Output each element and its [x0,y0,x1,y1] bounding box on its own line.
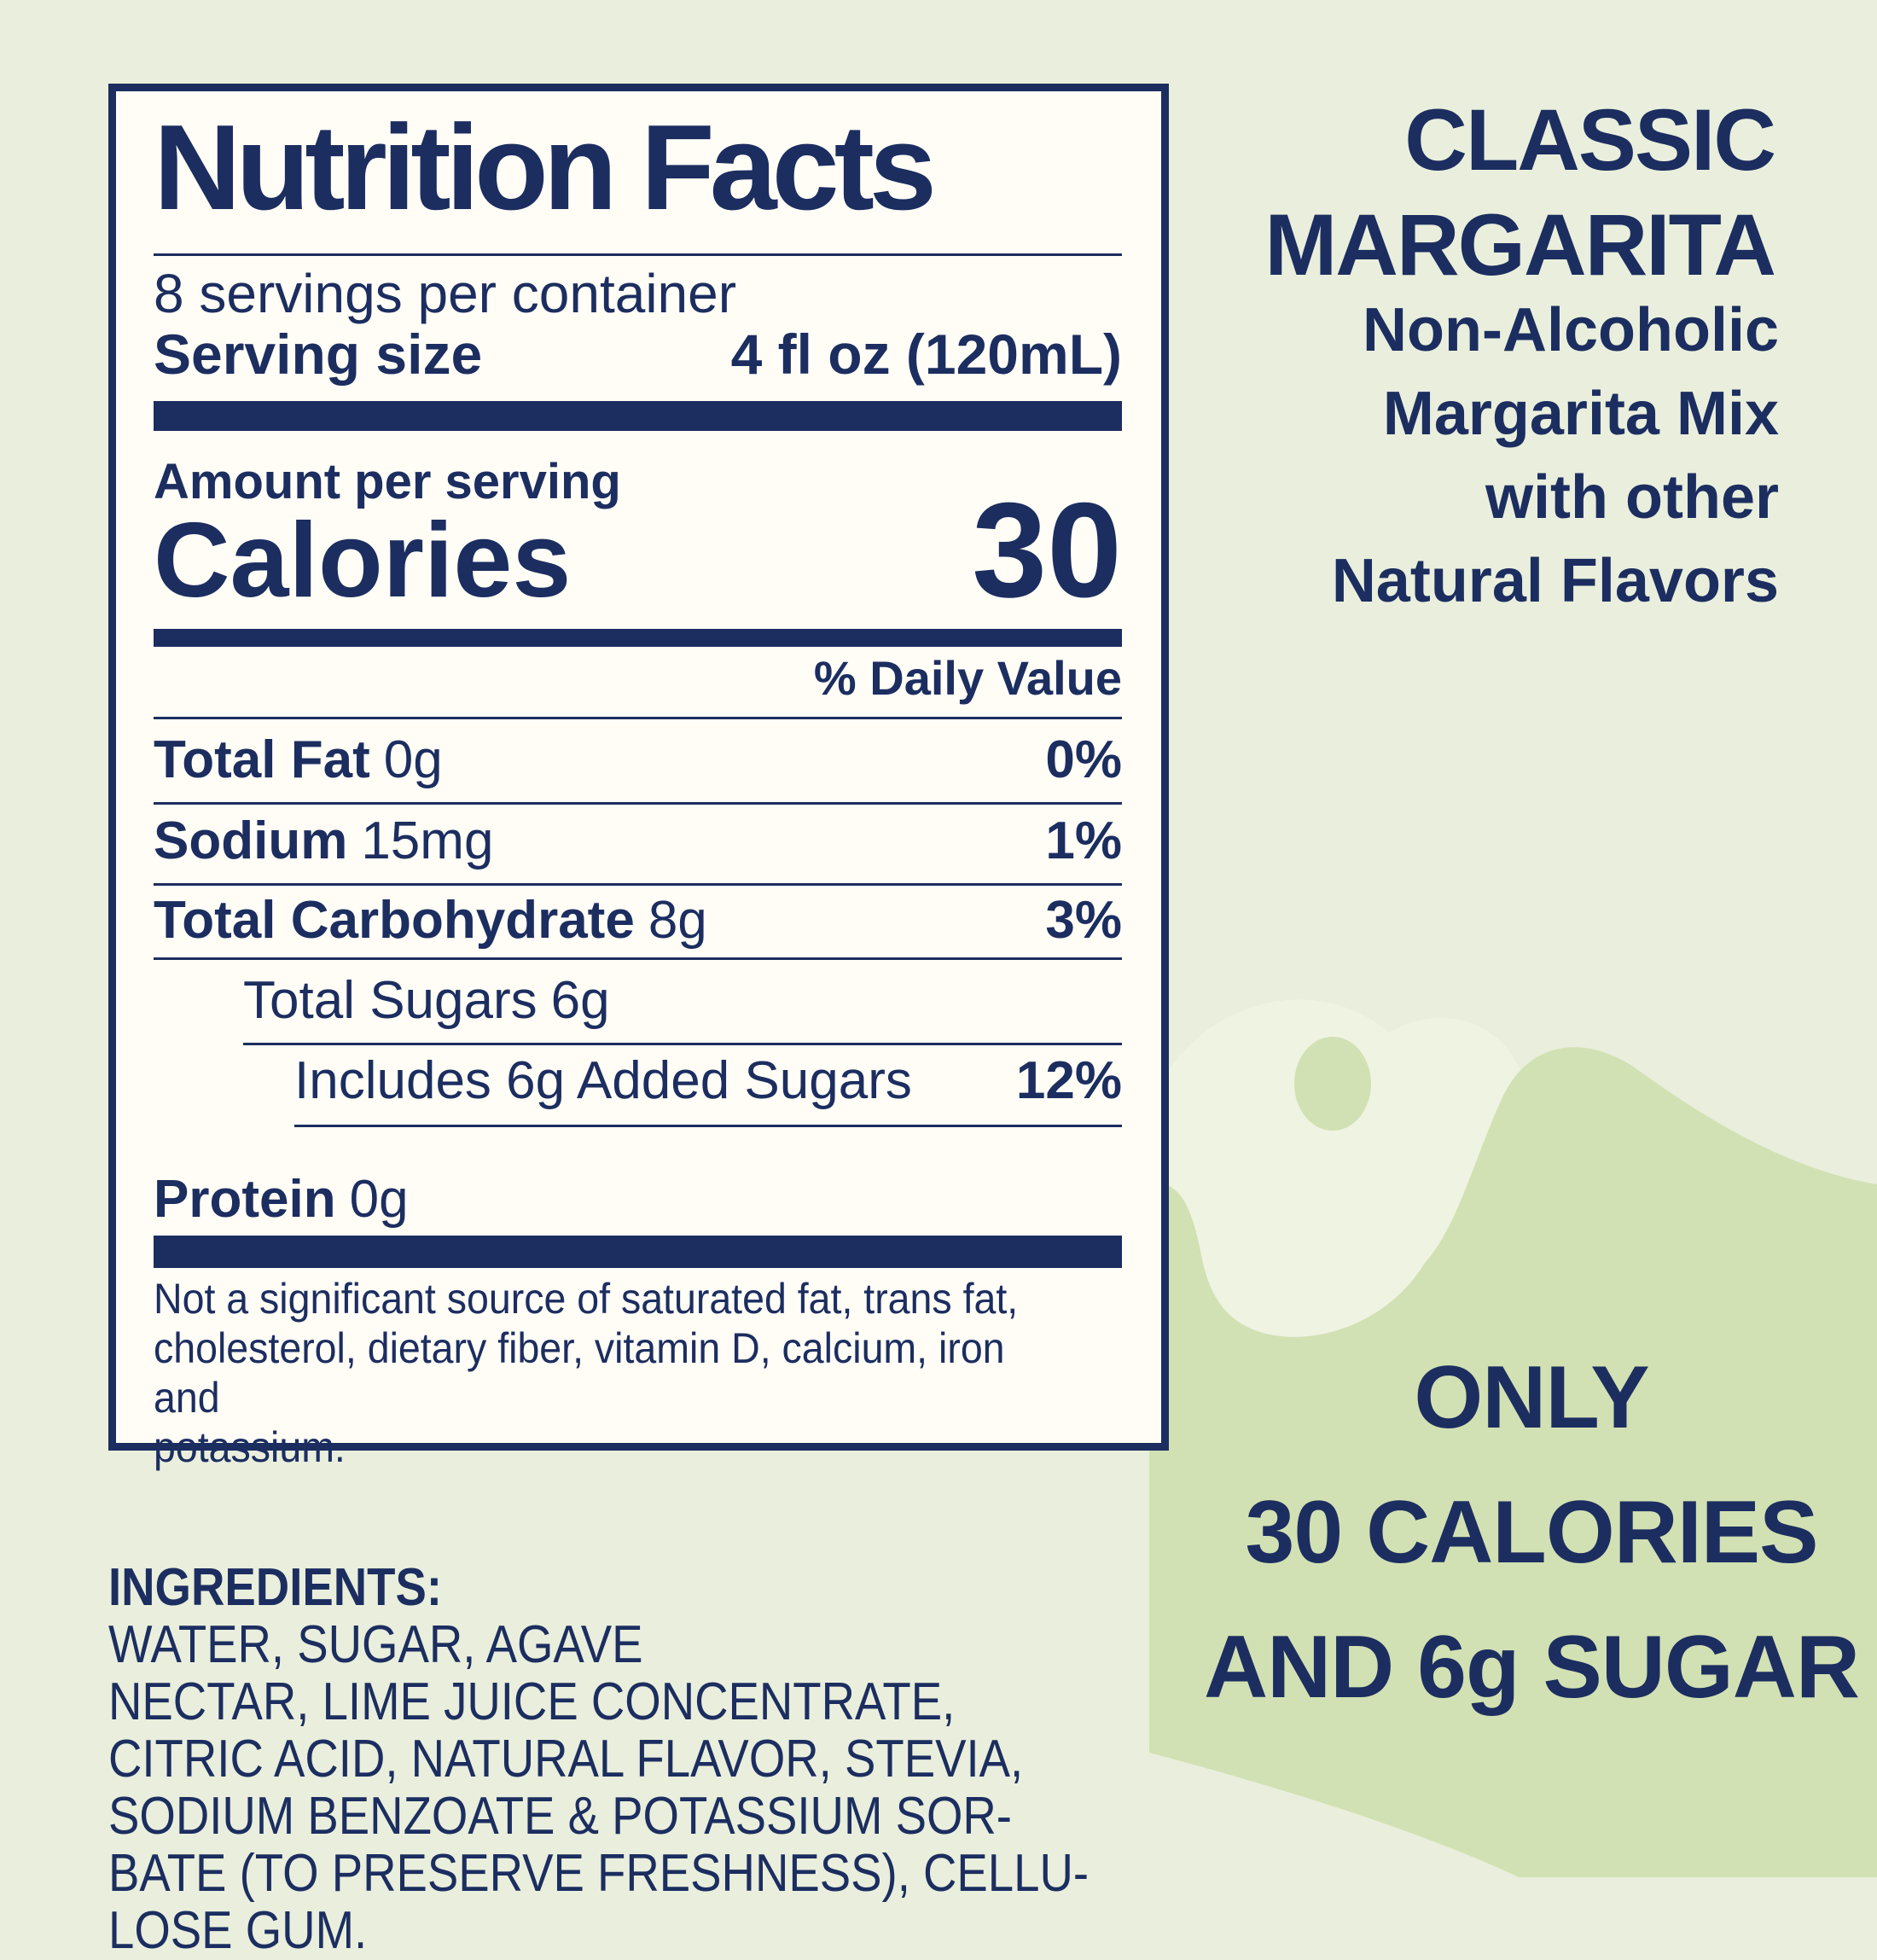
background-splash-graphic [1149,1037,1877,1877]
nutrient-name: Protein [154,1170,336,1229]
divider [294,1125,1122,1127]
claim-line: ONLY [1414,1348,1649,1447]
package-back-panel: { "theme": { "navy": "#1c2e60", "page_bg… [108,84,1877,1959]
nutrient-row-protein: Protein 0g [154,1169,1122,1230]
label-footnote: Not a significant source of saturated fa… [154,1275,1019,1471]
medium-bar [154,629,1122,647]
product-subtitle-line: Margarita Mix [1382,380,1779,448]
nutrient-amount: 0g [349,1170,409,1229]
splash-dot [1294,1037,1371,1131]
nutrient-name: Total Sugars [243,971,538,1030]
ingredients-text: WATER, SUGAR, AGAVE NECTAR, LIME JUICE C… [108,1615,1090,1960]
serving-size-value: 4 fl oz (120mL) [730,323,1122,386]
divider [154,717,1122,719]
serving-size-row: Serving size 4 fl oz (120mL) [154,322,1122,387]
nutrient-amount: 0g [383,730,443,789]
ingredients-label: INGREDIENTS: [108,1558,443,1617]
thick-bar [154,401,1122,431]
nutrient-name: Total Fat [154,730,370,789]
nutrient-row-added-sugars: Includes 6g Added Sugars 12% [294,1050,1122,1111]
thick-bar [154,1236,1122,1268]
product-subtitle-line: with other [1485,463,1779,532]
divider [154,253,1122,256]
nutrient-name: Sodium [154,811,348,870]
serving-size-label: Serving size [154,323,483,386]
nutrient-amount: 15mg [361,811,494,870]
calories-value: 30 [972,475,1122,625]
nutrient-dv: 0% [1045,730,1122,789]
nutrient-row-sodium: Sodium 15mg 1% [154,811,1122,871]
claim-line: AND 6g SUGAR [1203,1618,1860,1717]
divider [243,1043,1122,1045]
calories-row: Calories 30 [154,474,1122,628]
claim-line: 30 CALORIES [1245,1483,1819,1582]
product-subtitle: Non-Alcoholic Margarita Mix with other N… [1332,288,1779,623]
product-title-line2: MARGARITA [1264,196,1776,294]
daily-value-header: % Daily Value [813,651,1122,705]
nutrition-facts-panel: Nutrition Facts 8 servings per container… [108,84,1169,1471]
calorie-sugar-claim: ONLY 30 CALORIES AND 6g SUGAR [1186,1330,1877,1735]
divider [154,883,1122,886]
ingredients-statement: INGREDIENTS: WATER, SUGAR, AGAVE NECTAR,… [108,1502,1310,1959]
nutrient-amount: 8g [648,891,707,950]
nutrient-row-total-fat: Total Fat 0g 0% [154,730,1122,790]
nutrient-dv: 12% [1015,1051,1122,1110]
nutrient-dv: 3% [1045,891,1122,950]
product-subtitle-line: Natural Flavors [1331,547,1779,615]
splash-wave-shape [1149,1047,1877,1877]
amount-per-serving-label: Amount per serving [154,454,621,509]
product-subtitle-line: Non-Alcoholic [1363,296,1779,364]
nutrient-row-total-carbohydrate: Total Carbohydrate 8g 3% [154,890,1122,951]
nutrition-facts-title: Nutrition Facts [154,100,937,236]
product-title: CLASSIC MARGARITA [1264,88,1776,298]
nutrient-dv: 1% [1045,811,1122,870]
servings-per-container: 8 servings per container [154,263,737,324]
calories-label: Calories [154,502,572,619]
nutrient-row-total-sugars: Total Sugars 6g [243,970,1122,1031]
nutrient-name: Total Carbohydrate [154,891,635,950]
divider [154,802,1122,805]
nutrient-amount: 6g [550,971,610,1030]
nutrient-name: Includes 6g Added Sugars [294,1051,912,1110]
product-title-line1: CLASSIC [1404,91,1776,189]
divider [154,957,1122,960]
